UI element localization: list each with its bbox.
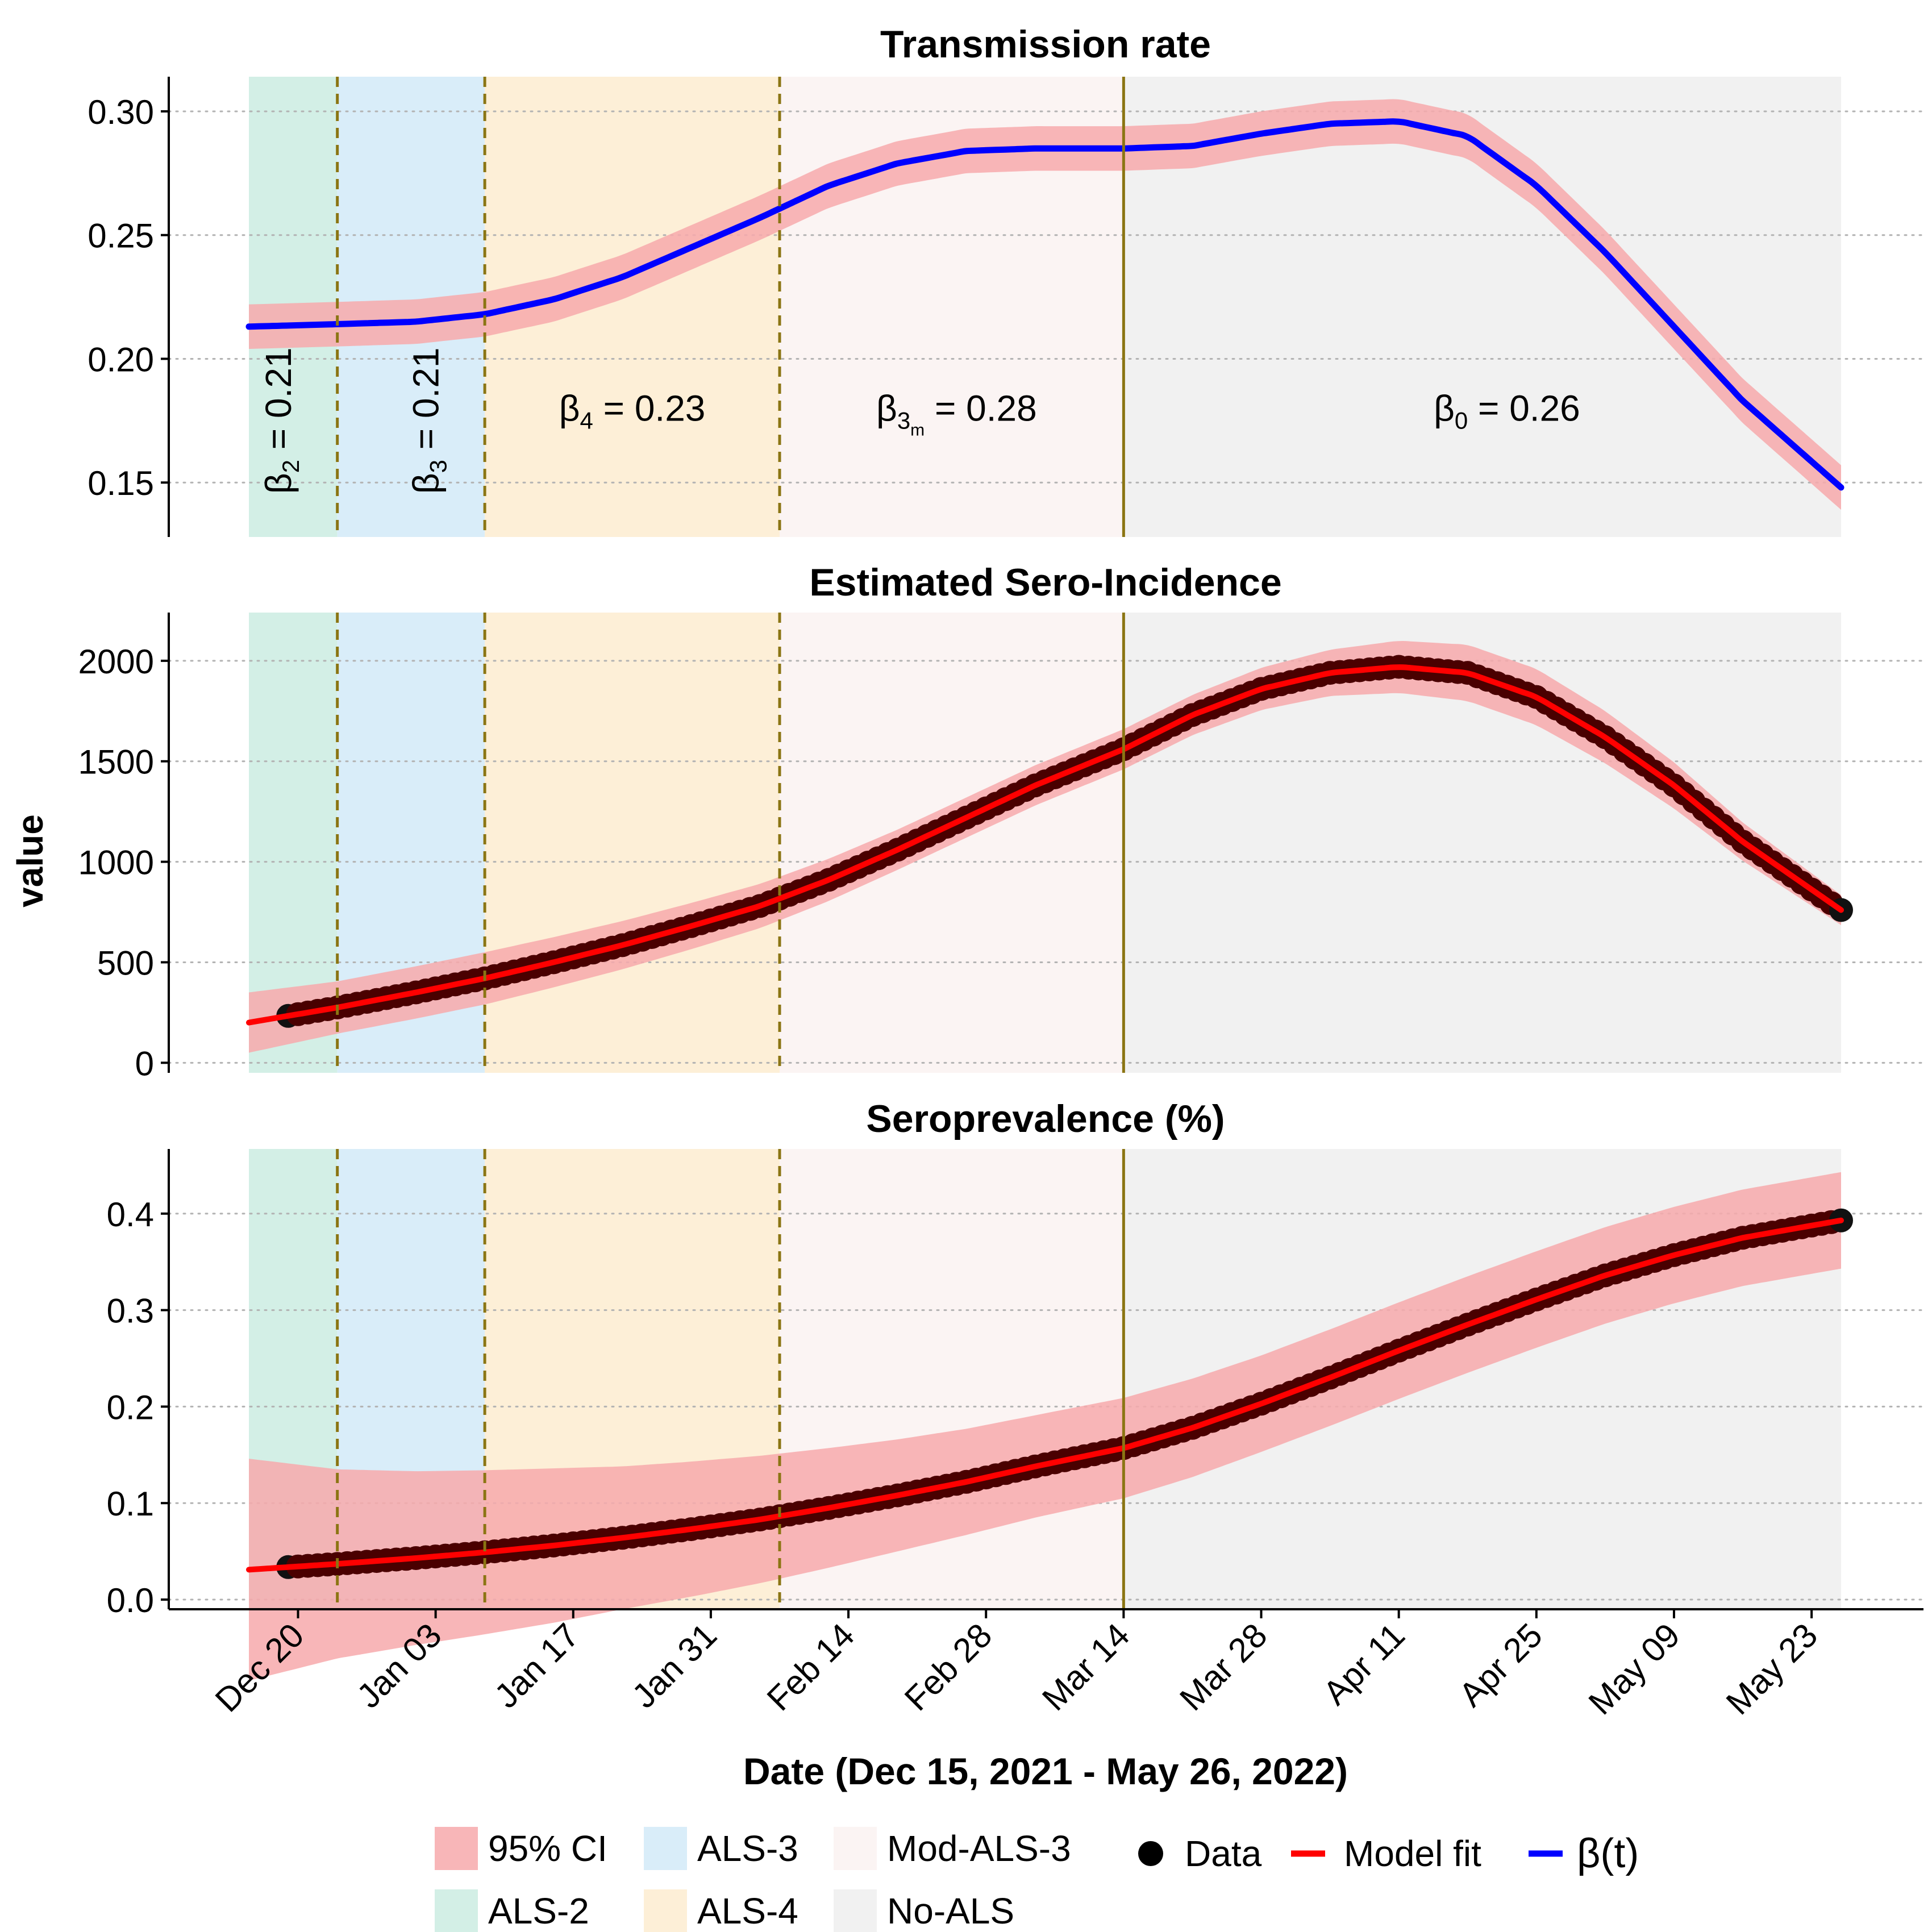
phase-als-4-band (485, 613, 780, 1073)
panel-sero-incidence: Estimated Sero-Incidence 0 500 1000 1500 200… (78, 561, 1925, 1082)
y-tick-label: 0.30 (88, 93, 154, 131)
beta-annotation: β0 = 0.26 (1434, 388, 1580, 434)
beta-annotation: β3m = 0.28 (876, 388, 1037, 440)
y-tick-label: 0.20 (88, 340, 154, 378)
legend-label: Mod-ALS-3 (887, 1828, 1071, 1869)
panel-title: Seroprevalence (%) (866, 1097, 1225, 1140)
y-axis-label: value (10, 814, 51, 907)
y-tick-label: 0.25 (88, 217, 154, 255)
y-tick-label: 0.15 (88, 464, 154, 502)
legend-label: ALS-2 (488, 1891, 589, 1931)
legend-label: Model fit (1344, 1833, 1481, 1874)
beta-line (245, 118, 1844, 491)
y-tick-label: 1000 (78, 844, 154, 882)
legend-key (644, 1889, 687, 1932)
ci-band (249, 99, 1841, 510)
legend-label: ALS-4 (697, 1891, 798, 1931)
y-tick-label: 0.2 (107, 1388, 154, 1426)
x-axis-label: Date (Dec 15, 2021 - May 26, 2022) (743, 1750, 1348, 1792)
legend-key (834, 1889, 877, 1932)
y-tick-label: 0.4 (107, 1196, 154, 1234)
legend-key (834, 1827, 877, 1870)
ci-band (249, 1172, 1841, 1681)
y-tick-label: 0.0 (107, 1581, 154, 1619)
legend-key (435, 1827, 478, 1870)
panel-title: Transmission rate (880, 23, 1211, 66)
model-fit-line (246, 664, 1844, 1026)
y-tick-label: 1500 (78, 743, 154, 781)
model-fit-line (246, 1217, 1844, 1573)
legend-key (1138, 1841, 1163, 1866)
y-tick-label: 0 (135, 1044, 154, 1082)
y-tick-label: 0.1 (107, 1485, 154, 1523)
y-tick-label: 500 (97, 944, 154, 982)
legend-key (644, 1827, 687, 1870)
legend-key (435, 1889, 478, 1932)
beta-annotation: β2 = 0.21 (258, 347, 304, 494)
legend-label: β(t) (1577, 1831, 1639, 1876)
beta-annotation: β4 = 0.23 (559, 388, 706, 434)
panel-transmission-rate: Transmission rate β2 = 0.21 β3 = 0.21 β4 =… (88, 23, 1925, 537)
legend: 95% CI ALS-2 ALS-3 ALS-4 Mod-ALS-3 No-ALS Data… (435, 1827, 1639, 1932)
legend-label: Data (1185, 1833, 1262, 1874)
panel-title: Estimated Sero-Incidence (809, 561, 1281, 604)
y-tick-label: 2000 (78, 643, 154, 681)
panel-seroprevalence: Seroprevalence (%) 0.0 0.1 0.2 0.3 0.4 (107, 1097, 1925, 1681)
y-tick-label: 0.3 (107, 1292, 154, 1330)
legend-label: No-ALS (887, 1891, 1014, 1931)
beta-annotation: β3 = 0.21 (405, 347, 451, 494)
legend-label: 95% CI (488, 1828, 607, 1869)
legend-label: ALS-3 (697, 1828, 798, 1869)
